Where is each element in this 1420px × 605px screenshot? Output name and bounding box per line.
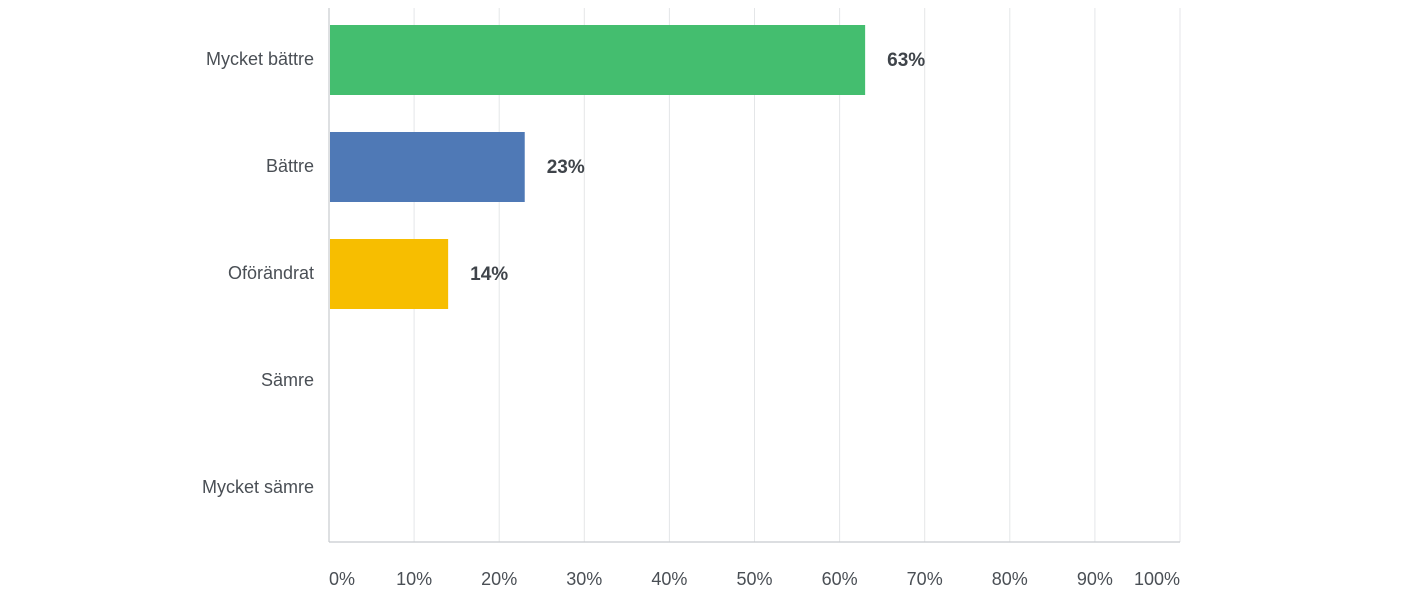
value-label-layer: 63% 23% 14% bbox=[470, 50, 925, 285]
x-tick-layer: 0% 10% 20% 30% 40% 50% 60% 70% 80% 90% 100% bbox=[329, 569, 1180, 589]
bar-2 bbox=[330, 132, 525, 202]
category-label-1: Mycket bättre bbox=[206, 49, 314, 69]
value-label-2: 23% bbox=[547, 157, 585, 178]
x-tick-label-30: 30% bbox=[566, 569, 602, 589]
bar-1 bbox=[330, 25, 866, 95]
category-label-2: Bättre bbox=[266, 156, 314, 176]
grid-layer bbox=[328, 8, 1181, 543]
x-tick-label-10: 10% bbox=[396, 569, 432, 589]
x-tick-label-0: 0% bbox=[329, 569, 355, 589]
x-tick-label-60: 60% bbox=[822, 569, 858, 589]
value-label-1: 63% bbox=[887, 50, 925, 71]
x-tick-label-90: 90% bbox=[1077, 569, 1113, 589]
category-label-3: Oförändrat bbox=[228, 263, 314, 283]
x-tick-label-40: 40% bbox=[651, 569, 687, 589]
category-label-4: Sämre bbox=[261, 370, 314, 390]
x-tick-label-20: 20% bbox=[481, 569, 517, 589]
bar-layer bbox=[330, 25, 866, 309]
x-tick-label-80: 80% bbox=[992, 569, 1028, 589]
x-tick-label-100: 100% bbox=[1134, 569, 1180, 589]
category-label-5: Mycket sämre bbox=[202, 477, 314, 497]
x-tick-label-70: 70% bbox=[907, 569, 943, 589]
x-tick-label-50: 50% bbox=[736, 569, 772, 589]
bar-3 bbox=[330, 239, 449, 309]
value-label-3: 14% bbox=[470, 264, 508, 285]
category-label-layer: Mycket bättre Bättre Oförändrat Sämre Mycket… bbox=[202, 49, 314, 497]
